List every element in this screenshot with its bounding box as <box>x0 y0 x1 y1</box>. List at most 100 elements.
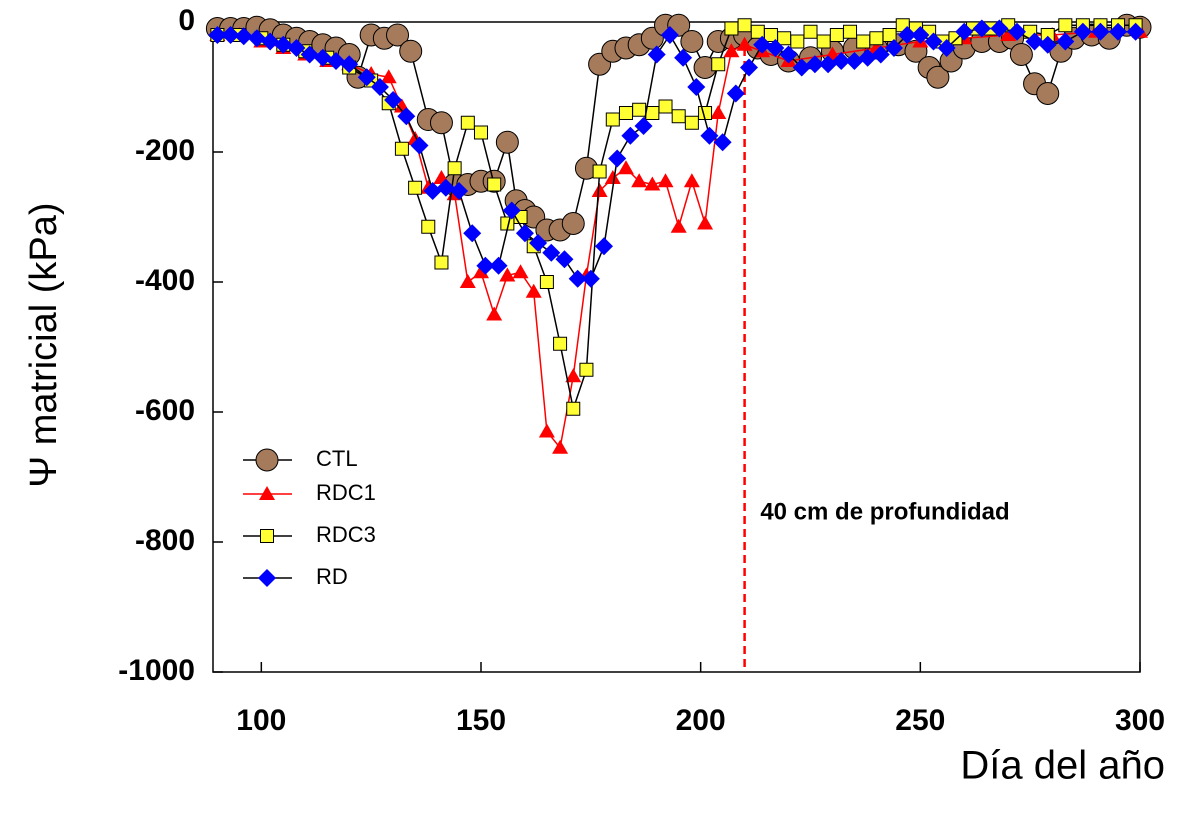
marker <box>489 256 508 275</box>
marker <box>472 264 489 279</box>
marker <box>926 65 950 89</box>
marker <box>386 23 410 47</box>
marker <box>542 243 561 262</box>
marker <box>529 234 548 252</box>
marker <box>1109 22 1128 41</box>
marker <box>644 176 661 191</box>
marker <box>495 130 519 154</box>
marker <box>790 34 805 49</box>
marker <box>1126 22 1145 41</box>
marker <box>621 126 640 145</box>
marker <box>552 439 569 454</box>
marker <box>605 112 620 127</box>
marker <box>539 275 554 289</box>
marker <box>476 256 495 275</box>
marker <box>394 141 409 156</box>
marker <box>463 224 482 243</box>
marker <box>208 26 227 44</box>
marker <box>261 32 280 51</box>
x-tick-label: 250 <box>895 704 945 737</box>
marker <box>779 45 798 64</box>
marker <box>884 39 903 57</box>
marker <box>423 182 442 200</box>
marker <box>459 274 476 288</box>
series-line <box>217 31 1140 450</box>
marker <box>1025 32 1044 51</box>
marker <box>274 35 293 54</box>
marker <box>911 26 930 44</box>
marker <box>631 173 648 188</box>
marker <box>525 283 542 298</box>
marker <box>561 212 585 235</box>
marker <box>882 28 897 42</box>
x-tick-label: 150 <box>456 704 506 737</box>
marker <box>805 55 824 74</box>
marker <box>972 19 991 38</box>
legend-marker <box>259 486 275 500</box>
marker <box>832 52 851 70</box>
marker <box>581 269 600 288</box>
marker <box>739 58 758 77</box>
marker <box>898 26 917 44</box>
marker <box>924 32 943 51</box>
marker <box>687 78 706 96</box>
marker <box>700 126 719 145</box>
marker <box>460 115 475 130</box>
marker <box>726 84 745 103</box>
marker <box>512 264 529 279</box>
marker <box>618 106 633 120</box>
marker <box>1007 22 1026 41</box>
marker <box>340 55 359 74</box>
marker <box>566 401 581 416</box>
marker <box>429 111 453 135</box>
marker <box>486 306 503 321</box>
annotation: 40 cm de profundidad <box>760 498 1009 525</box>
marker <box>713 133 732 152</box>
marker <box>384 91 403 109</box>
marker <box>1009 43 1033 66</box>
marker <box>766 39 785 57</box>
legend-label: RD <box>316 564 348 589</box>
marker <box>647 45 666 64</box>
marker <box>723 43 740 58</box>
marker <box>871 45 890 64</box>
legend-label: RDC3 <box>316 522 376 547</box>
marker <box>671 109 686 124</box>
y-tick-label: 0 <box>178 4 195 37</box>
marker <box>658 99 673 114</box>
marker <box>287 39 306 57</box>
marker <box>1056 32 1075 51</box>
legend-marker <box>260 529 274 543</box>
marker <box>247 29 266 48</box>
marker <box>990 19 1009 38</box>
marker <box>313 48 332 67</box>
marker <box>499 267 516 282</box>
marker <box>555 250 574 269</box>
marker <box>502 201 521 220</box>
marker <box>357 68 376 87</box>
marker <box>684 115 699 130</box>
marker <box>634 117 653 135</box>
marker <box>370 78 389 96</box>
marker <box>955 22 974 41</box>
marker <box>591 183 608 197</box>
marker <box>710 105 727 119</box>
marker <box>408 180 423 195</box>
marker <box>515 224 534 243</box>
marker <box>553 336 568 351</box>
x-tick-label: 200 <box>676 704 726 737</box>
marker <box>300 45 319 64</box>
marker <box>845 52 864 70</box>
y-tick-label: -800 <box>135 524 195 557</box>
marker <box>221 26 240 44</box>
y-tick-label: -200 <box>135 134 195 167</box>
marker <box>657 173 674 188</box>
y-axis-label: Ψ matricial (kPa) <box>23 202 65 487</box>
marker <box>608 149 627 168</box>
marker <box>816 34 831 49</box>
marker <box>421 219 436 234</box>
marker <box>858 48 877 67</box>
marker <box>1038 35 1057 54</box>
marker <box>447 161 462 176</box>
